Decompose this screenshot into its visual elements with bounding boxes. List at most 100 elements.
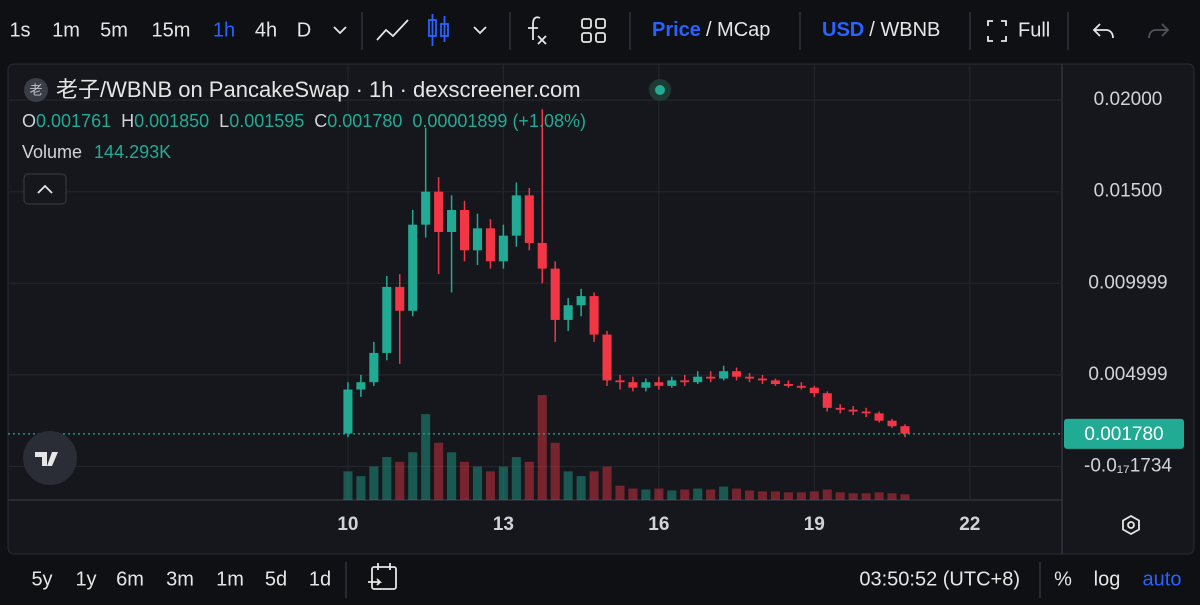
range-button[interactable]: 1d: [309, 568, 331, 590]
percent-toggle[interactable]: %: [1054, 568, 1072, 590]
volume-row: Volume 144.293K: [22, 142, 171, 162]
token-icon-text: 老: [29, 82, 42, 97]
templates-icon[interactable]: [581, 18, 606, 43]
candle-body: [628, 382, 638, 388]
undo-icon[interactable]: [1092, 23, 1114, 39]
range-button[interactable]: 5d: [265, 568, 287, 590]
volume-bar: [874, 492, 884, 500]
candle-body: [537, 242, 547, 269]
candle-body: [459, 210, 470, 251]
y-tick-label: 0.01500: [1094, 181, 1163, 202]
volume-bar: [382, 457, 392, 500]
candle-body: [744, 376, 755, 379]
ohlc-value: 0.001850: [134, 111, 209, 131]
range-button[interactable]: 1m: [216, 568, 244, 590]
candle-body: [485, 228, 495, 262]
interval-button[interactable]: 1h: [213, 19, 235, 41]
price-option[interactable]: Price: [652, 19, 701, 41]
candle-body: [589, 296, 599, 335]
currency-toggle[interactable]: USD / WBNB: [822, 19, 940, 41]
candle-body: [680, 380, 690, 383]
candle-body: [835, 407, 845, 410]
volume-bar: [770, 491, 780, 500]
candle-body: [874, 413, 884, 421]
candle-body: [434, 191, 444, 232]
volume-bar: [719, 486, 729, 500]
volume-bar: [667, 490, 677, 500]
clock[interactable]: 03:50:52 (UTC+8): [859, 568, 1020, 590]
candle-body: [343, 389, 353, 434]
candle-body: [550, 268, 560, 320]
interval-button[interactable]: 1m: [52, 19, 80, 41]
tv-logo-mark: [35, 452, 58, 466]
volume-bar: [887, 493, 897, 500]
candle-body: [563, 305, 573, 320]
dropdown-icon[interactable]: [473, 26, 487, 35]
y-tick-label: 0.02000: [1094, 89, 1163, 110]
interval-button[interactable]: 15m: [152, 19, 191, 41]
mcap-option[interactable]: / MCap: [706, 19, 770, 41]
candle-body: [809, 387, 819, 394]
plot: 0.001780: [8, 109, 1184, 500]
candle-body: [356, 382, 366, 390]
change: 0.00001899 (+1.08%): [412, 111, 586, 131]
volume-bar: [524, 461, 534, 500]
interval-button[interactable]: D: [297, 19, 311, 41]
range-button[interactable]: 1y: [75, 568, 96, 590]
volume-bar: [900, 494, 910, 500]
volume-bar: [563, 471, 573, 500]
x-tick-label: 10: [337, 514, 358, 535]
interval-button[interactable]: 5m: [100, 19, 128, 41]
line-chart-icon[interactable]: [376, 19, 409, 41]
ohlc-key: H: [121, 111, 134, 131]
settings-icon[interactable]: [1122, 514, 1140, 536]
volume-bar: [537, 395, 547, 500]
ohlc-row: O0.001761 H0.001850 L0.001595 C0.001780 0.00…: [22, 111, 586, 131]
range-button[interactable]: 6m: [116, 568, 144, 590]
volume-bar: [628, 488, 638, 500]
dropdown-icon[interactable]: [333, 26, 347, 35]
interval-button[interactable]: 1s: [9, 19, 30, 41]
candle-body: [576, 296, 586, 306]
price-toggle[interactable]: Price / MCap: [652, 19, 770, 41]
volume-bar: [680, 489, 690, 500]
range-button[interactable]: 5y: [31, 568, 52, 590]
volume-value: 144.293K: [94, 142, 171, 162]
volume-bar: [654, 488, 664, 500]
interval-button[interactable]: 4h: [255, 19, 277, 41]
wbnb-option[interactable]: / WBNB: [869, 19, 940, 41]
volume-bar: [835, 492, 845, 500]
chart-panel: [7, 63, 1195, 555]
volume-bar: [796, 492, 806, 500]
fullscreen-icon[interactable]: [987, 20, 1007, 42]
volume-bar: [447, 452, 457, 500]
candle-icon[interactable]: [428, 14, 449, 46]
collapse-button[interactable]: [23, 173, 67, 205]
auto-toggle[interactable]: auto: [1143, 568, 1182, 590]
ohlc-value: 0.001780: [327, 111, 402, 131]
y-tick-label: 0.004999: [1088, 364, 1167, 385]
indicators-icon[interactable]: [528, 16, 547, 45]
log-toggle[interactable]: log: [1094, 568, 1121, 590]
volume-bar: [757, 491, 768, 500]
x-tick-label: 16: [648, 514, 669, 535]
usd-option[interactable]: USD: [822, 19, 864, 41]
volume-bar: [706, 489, 716, 500]
full-button[interactable]: Full: [1018, 19, 1050, 41]
candle-body: [654, 382, 664, 386]
volume-bar: [511, 457, 521, 500]
ohlc-value: 0.001761: [36, 111, 111, 131]
candle-body: [498, 235, 508, 262]
candle-body: [408, 224, 418, 311]
volume-bar: [369, 466, 379, 500]
candle-body: [395, 286, 405, 311]
candle-body: [641, 382, 651, 388]
volume-bar: [498, 466, 508, 500]
candle-body: [421, 191, 431, 225]
candle-body: [770, 380, 780, 385]
candle-body: [511, 195, 521, 236]
goto-date-icon[interactable]: [368, 563, 397, 590]
collapse-icon[interactable]: [37, 184, 53, 194]
range-button[interactable]: 3m: [166, 568, 194, 590]
candle-body: [796, 385, 806, 388]
